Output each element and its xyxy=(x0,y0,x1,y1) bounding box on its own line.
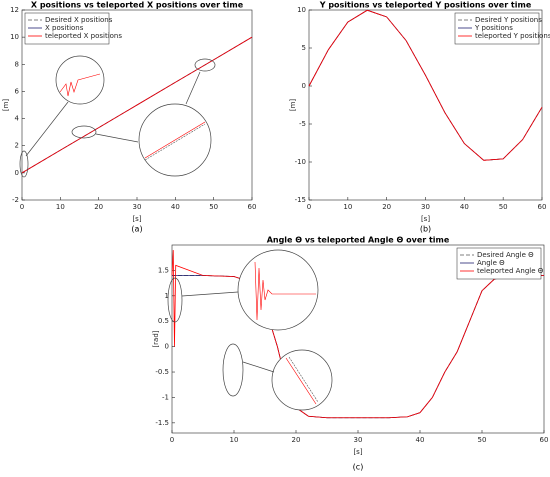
y-tick-label: 0 xyxy=(302,82,306,90)
y-tick-label: 10 xyxy=(297,6,306,14)
zoom-detail xyxy=(144,123,206,161)
legend-label: teleported Angle Θ xyxy=(477,267,544,275)
y-tick-label: 10 xyxy=(10,33,19,41)
y-tick-label: -5 xyxy=(299,120,306,128)
zoom-arrow xyxy=(95,133,139,143)
x-tick-label: 0 xyxy=(20,203,24,211)
y-tick-label: 6 xyxy=(15,87,20,95)
y-tick-label: -2 xyxy=(12,196,19,204)
x-axis-label: [s] xyxy=(353,448,362,456)
x-tick-label: 60 xyxy=(538,203,547,211)
y-tick-label: 5 xyxy=(302,44,306,52)
x-axis-label: [s] xyxy=(132,215,141,223)
x-tick-label: 50 xyxy=(499,203,508,211)
y-tick-label: 2 xyxy=(15,142,19,150)
zoom-ellipse xyxy=(222,343,244,397)
series-line xyxy=(308,9,543,161)
y-tick-label: -10 xyxy=(295,158,306,166)
chart-title: X positions vs teleported X positions ov… xyxy=(31,1,244,10)
zoom-arrow xyxy=(181,291,239,297)
legend-label: Y positions xyxy=(474,24,513,32)
zoom-insets xyxy=(19,55,333,411)
legend-box xyxy=(454,12,540,45)
zoom-arrow xyxy=(25,101,69,157)
x-tick-label: 40 xyxy=(460,203,469,211)
x-tick-label: 20 xyxy=(292,436,301,444)
zoom-arrow xyxy=(242,361,275,373)
y-tick-label: 0 xyxy=(165,343,169,351)
legend-label: Angle Θ xyxy=(477,259,505,267)
y-axis-label: [m] xyxy=(289,99,297,112)
y-tick-label: 12 xyxy=(10,6,19,14)
y-axis-label: [rad] xyxy=(152,330,160,347)
zoom-detail xyxy=(254,261,316,321)
zoom-ellipse xyxy=(19,150,29,178)
x-tick-label: 30 xyxy=(421,203,430,211)
x-tick-label: 10 xyxy=(343,203,352,211)
legend-box xyxy=(456,247,542,280)
legend-label: X positions xyxy=(45,24,84,32)
y-tick-label: 8 xyxy=(15,60,19,68)
y-tick-label: 4 xyxy=(15,115,20,123)
x-tick-label: 20 xyxy=(94,203,103,211)
x-tick-label: 60 xyxy=(540,436,549,444)
x-axis-label: [s] xyxy=(421,215,430,223)
y-tick-label: 1.5 xyxy=(158,266,169,274)
y-tick-label: 1 xyxy=(165,292,169,300)
y-tick-label: 0.5 xyxy=(158,317,169,325)
x-tick-label: 0 xyxy=(307,203,311,211)
zoom-arrow xyxy=(185,71,201,105)
legend-label: Desired Y positions xyxy=(475,16,542,24)
chart-title: Angle Θ vs teleported Angle Θ over time xyxy=(267,236,450,245)
x-tick-label: 10 xyxy=(56,203,65,211)
y-axis-label: [m] xyxy=(2,99,10,112)
zoom-circle xyxy=(55,55,105,105)
zoom-circle xyxy=(237,249,319,331)
x-tick-label: 40 xyxy=(416,436,425,444)
x-tick-label: 50 xyxy=(209,203,218,211)
caption: (a) xyxy=(131,225,142,234)
x-tick-label: 0 xyxy=(170,436,174,444)
zoom-ellipse xyxy=(167,277,183,323)
legend-box xyxy=(24,12,110,45)
series-line xyxy=(171,250,545,419)
series-line xyxy=(21,36,253,174)
y-tick-label: -15 xyxy=(295,196,306,204)
y-tick-label: 0 xyxy=(15,169,19,177)
x-tick-label: 60 xyxy=(248,203,257,211)
x-tick-label: 10 xyxy=(230,436,239,444)
caption: (b) xyxy=(420,225,431,234)
zoom-detail xyxy=(285,357,317,405)
y-tick-label: -1 xyxy=(162,393,169,401)
zoom-detail xyxy=(59,73,101,97)
caption: (c) xyxy=(353,463,364,472)
y-tick-label: -0.5 xyxy=(155,368,169,376)
zoom-ellipse xyxy=(71,125,97,139)
legend-label: teleported X positions xyxy=(45,32,122,40)
x-tick-label: 20 xyxy=(382,203,391,211)
zoom-detail xyxy=(144,121,206,159)
legend-label: Desired X positions xyxy=(45,16,113,24)
x-tick-label: 30 xyxy=(354,436,363,444)
chart-title: Y positions vs teleported Y positions ov… xyxy=(319,1,532,10)
y-tick-label: -1.5 xyxy=(155,419,169,427)
legend-label: Desired Angle Θ xyxy=(477,251,534,259)
x-tick-label: 50 xyxy=(478,436,487,444)
zoom-circle xyxy=(271,349,333,411)
x-tick-label: 40 xyxy=(171,203,180,211)
x-tick-label: 30 xyxy=(133,203,142,211)
legend-label: teleported Y positions xyxy=(475,32,550,40)
zoom-ellipse xyxy=(194,58,216,72)
